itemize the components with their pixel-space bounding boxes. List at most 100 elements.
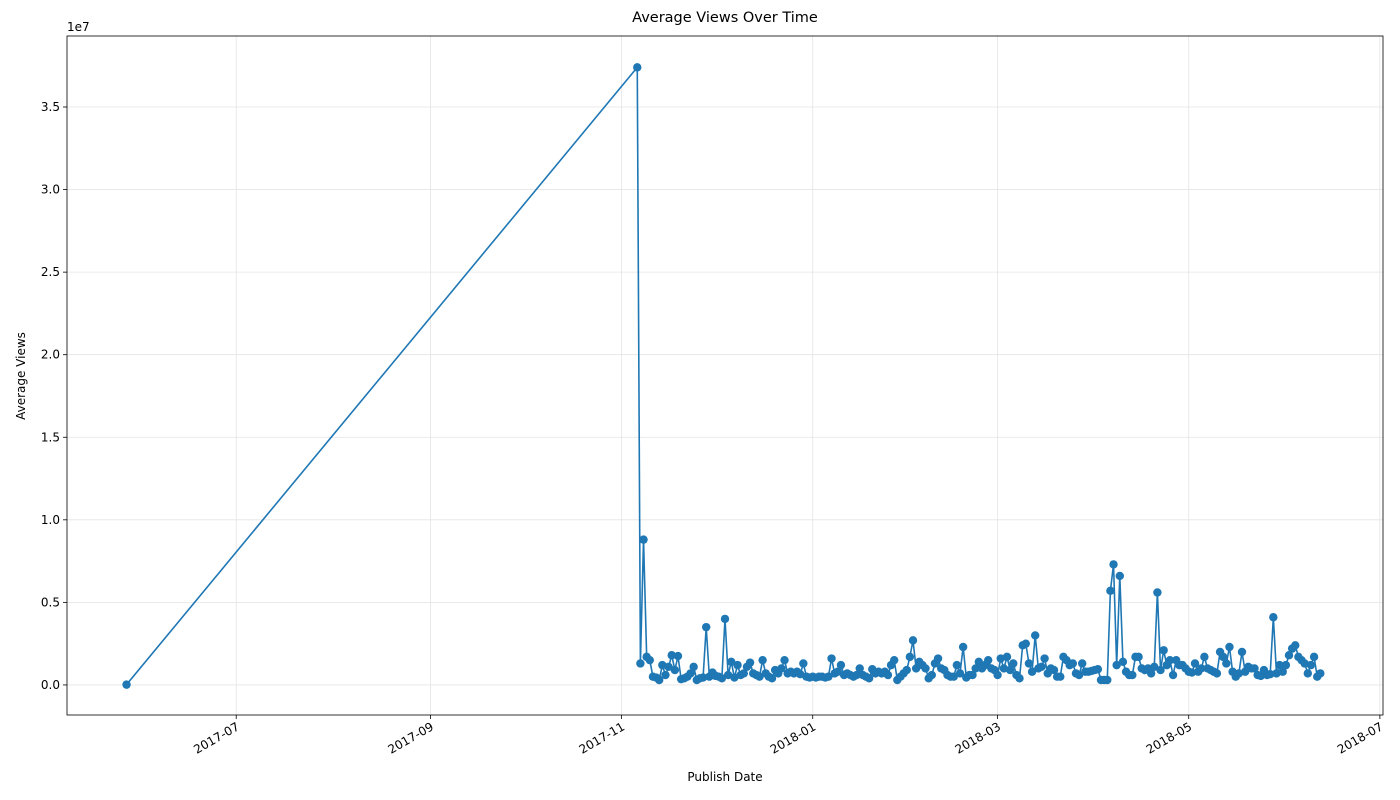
point	[1225, 642, 1234, 652]
point	[1115, 571, 1125, 581]
point	[1159, 646, 1168, 655]
point	[777, 664, 786, 673]
point	[1190, 659, 1200, 668]
point	[833, 667, 842, 676]
point	[1009, 659, 1018, 668]
point	[1237, 647, 1247, 657]
point	[1037, 662, 1046, 671]
point	[1150, 662, 1159, 671]
point	[1134, 652, 1143, 662]
point	[720, 614, 730, 624]
point	[702, 622, 711, 632]
point	[733, 660, 742, 670]
point	[1281, 660, 1291, 670]
chart-title: Average Views Over Time	[632, 10, 818, 26]
point	[883, 670, 893, 680]
y-tick-label: 2.0	[41, 348, 60, 362]
point	[905, 652, 915, 662]
point	[1303, 669, 1313, 678]
point	[1118, 657, 1128, 667]
y-tick-label: 1.0	[41, 513, 60, 527]
point	[1200, 652, 1209, 662]
point	[836, 660, 846, 670]
point	[902, 665, 911, 675]
point	[824, 672, 833, 681]
point	[661, 670, 670, 680]
point	[780, 655, 789, 665]
y-offset-label: 1e7	[67, 20, 90, 34]
point	[921, 664, 930, 673]
point	[664, 662, 673, 671]
point	[1168, 670, 1178, 680]
point	[745, 658, 755, 667]
point	[739, 669, 748, 678]
point	[1068, 659, 1078, 668]
point	[1284, 651, 1294, 660]
point	[984, 655, 993, 665]
point	[1153, 588, 1162, 597]
point	[689, 662, 698, 671]
point	[727, 657, 736, 667]
point	[1002, 652, 1012, 662]
point	[949, 672, 958, 681]
point	[1266, 670, 1275, 679]
point	[864, 674, 874, 683]
point	[639, 535, 648, 544]
point	[667, 651, 676, 660]
point	[673, 651, 683, 661]
y-tick-label: 3.5	[41, 100, 60, 114]
point	[686, 669, 695, 678]
point	[1146, 669, 1156, 678]
point	[1128, 670, 1137, 680]
point	[1040, 654, 1049, 663]
point	[1269, 613, 1278, 622]
point	[1031, 631, 1040, 640]
point	[1056, 672, 1065, 681]
point	[122, 680, 131, 689]
point	[698, 673, 708, 682]
point	[827, 654, 836, 663]
point	[1306, 660, 1316, 670]
point	[717, 674, 727, 683]
y-tick-label: 1.5	[41, 430, 60, 444]
point	[645, 655, 654, 665]
point	[1156, 665, 1165, 675]
axes-frame	[66, 35, 1384, 716]
grid	[67, 36, 1383, 715]
point	[1187, 668, 1197, 677]
point	[933, 654, 943, 663]
point	[1291, 641, 1300, 650]
point	[993, 670, 1002, 680]
y-tick-label: 2.5	[41, 265, 60, 279]
point	[1021, 639, 1030, 648]
point	[852, 670, 861, 680]
point	[1109, 560, 1118, 569]
point	[1278, 667, 1287, 676]
point	[1074, 670, 1084, 680]
point	[890, 655, 899, 665]
point	[755, 672, 764, 681]
point	[855, 664, 864, 673]
y-axis-label: Average Views	[14, 332, 28, 420]
point	[974, 657, 983, 667]
point	[1222, 659, 1231, 668]
point	[952, 660, 962, 670]
point	[968, 670, 977, 680]
point	[1112, 660, 1121, 670]
point	[1049, 665, 1059, 675]
point	[799, 659, 808, 668]
point	[908, 636, 918, 645]
point	[767, 674, 777, 683]
point	[655, 675, 664, 685]
point	[1275, 660, 1284, 670]
point	[1250, 664, 1259, 673]
y-tick-label: 0.0	[41, 678, 60, 692]
point	[1219, 652, 1228, 662]
point	[1024, 659, 1034, 668]
point	[1316, 669, 1325, 678]
point	[1165, 655, 1175, 665]
point	[971, 664, 980, 673]
point	[1309, 652, 1319, 662]
point	[1093, 665, 1103, 674]
